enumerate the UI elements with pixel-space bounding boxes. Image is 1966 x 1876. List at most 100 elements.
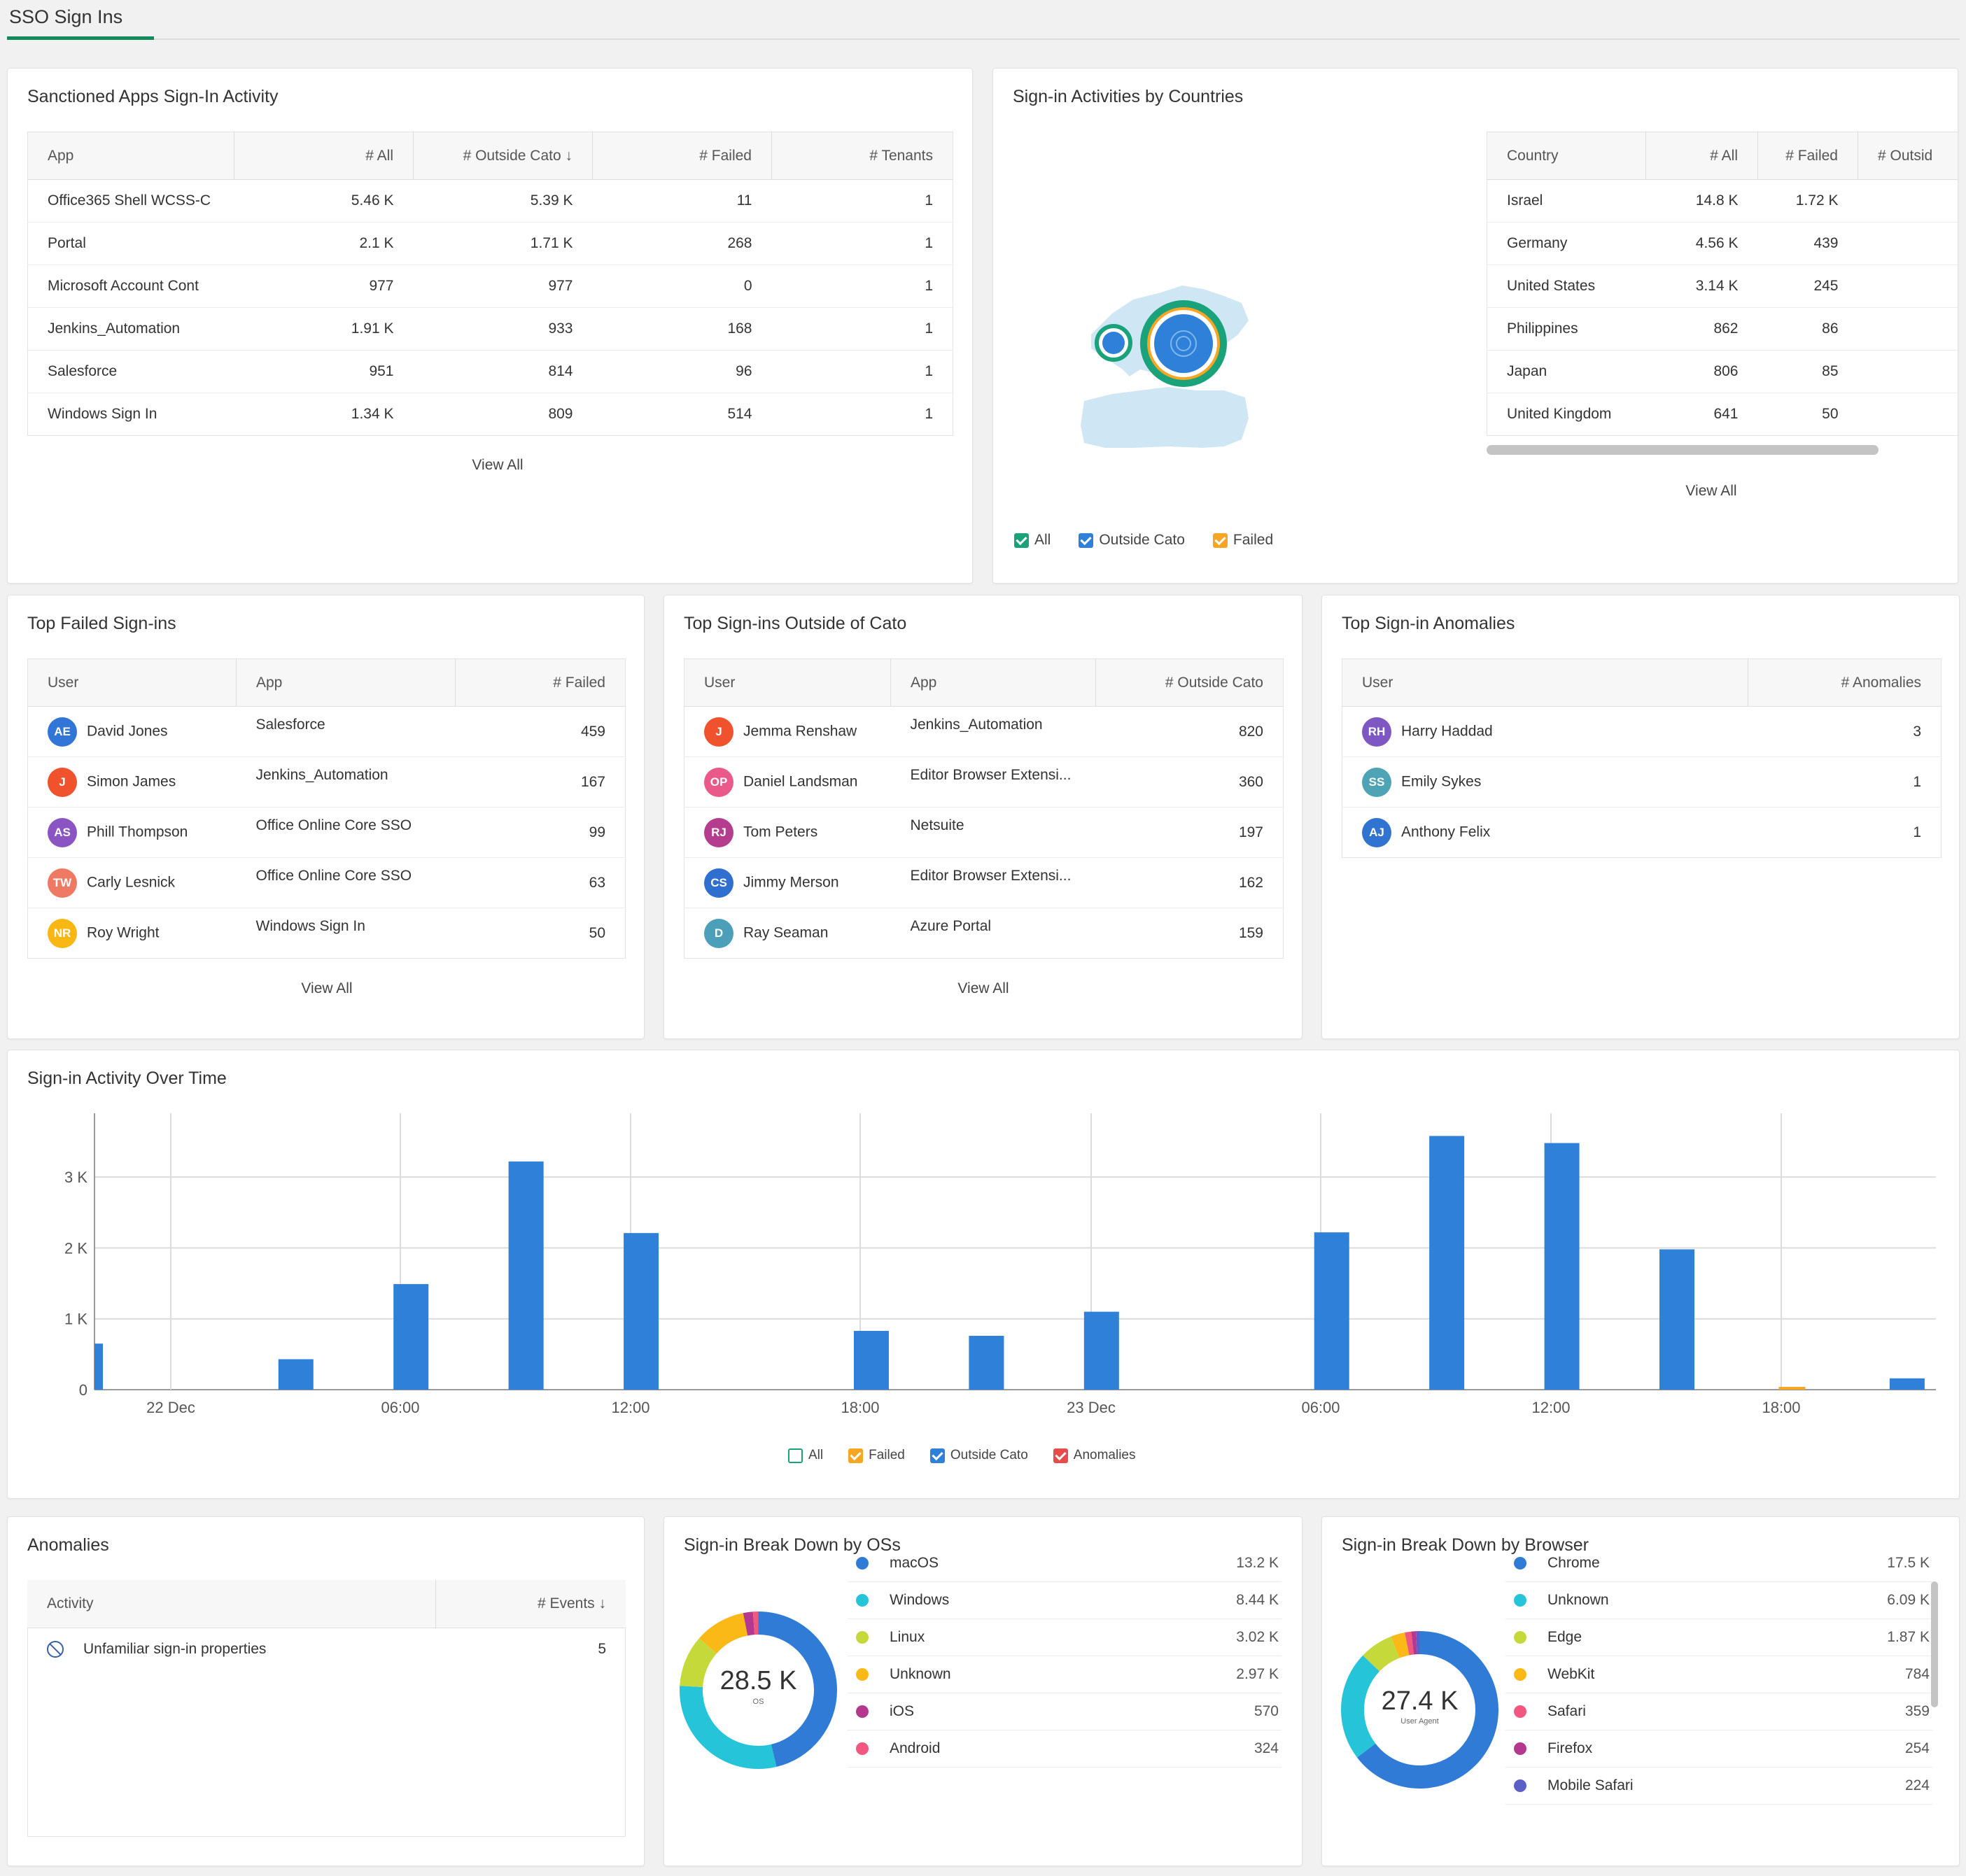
column-header-anomalies[interactable]: # Anomalies [1748, 658, 1942, 707]
legend-outside-cato[interactable]: Outside Cato [929, 1448, 1028, 1463]
tab-sso-sign-ins[interactable]: SSO Sign Ins [7, 4, 154, 40]
checkbox-outside-cato[interactable] [1079, 533, 1094, 548]
table-row[interactable]: United Kingdom 641 50 [1487, 393, 1958, 436]
bar-outside-cato[interactable] [1889, 1378, 1925, 1390]
table-row[interactable]: D Ray Seaman Azure Portal 159 [684, 908, 1284, 959]
checkbox-failed[interactable] [848, 1448, 864, 1463]
column-header-events[interactable]: # Events ↓ [435, 1580, 626, 1628]
bar-outside-cato[interactable] [94, 1343, 103, 1390]
column-header-activity[interactable]: Activity [27, 1580, 436, 1628]
legend-outside-cato[interactable]: Outside Cato [1079, 532, 1185, 549]
legend-row[interactable]: iOS 570 [848, 1693, 1282, 1730]
view-all-link[interactable]: View All [1685, 483, 1737, 499]
legend-failed[interactable]: Failed [1212, 532, 1273, 549]
table-row[interactable]: Windows Sign In 1.34 K 809 514 1 [28, 393, 953, 436]
legend-row[interactable]: Chrome 17.5 K [1505, 1545, 1932, 1582]
legend-row[interactable]: Unknown 6.09 K [1505, 1582, 1932, 1619]
table-row[interactable]: SS Emily Sykes 1 [1342, 756, 1942, 807]
checkbox-anomalies[interactable] [1053, 1448, 1068, 1463]
bar-outside-cato[interactable] [278, 1359, 314, 1390]
column-header-user[interactable]: User [1342, 658, 1748, 707]
table-row[interactable]: Philippines 862 86 [1487, 307, 1958, 351]
column-header-tenants[interactable]: # Tenants [771, 132, 953, 180]
table-row[interactable]: Microsoft Account Cont 977 977 0 1 [27, 265, 953, 308]
bar-outside-cato[interactable] [624, 1233, 659, 1390]
table-cell: 977 [234, 265, 414, 308]
table-row[interactable]: United States 3.14 K 245 [1487, 265, 1958, 308]
view-all-link[interactable]: View All [957, 980, 1009, 996]
legend-row[interactable]: Edge 1.87 K [1505, 1619, 1932, 1656]
table-row[interactable]: J Jemma Renshaw Jenkins_Automation 820 [684, 706, 1284, 757]
world-map[interactable] [1063, 265, 1273, 474]
column-header-app[interactable]: App [236, 658, 456, 707]
bar-outside-cato[interactable] [1429, 1136, 1465, 1390]
table-row[interactable]: Germany 4.56 K 439 [1487, 222, 1958, 265]
bar-outside-cato[interactable] [853, 1330, 889, 1390]
donut-slice-unknown[interactable] [1341, 1631, 1498, 1789]
table-row[interactable]: RJ Tom Peters Netsuite 197 [684, 807, 1284, 858]
column-header-app[interactable]: App [890, 658, 1096, 707]
table-row[interactable]: J Simon James Jenkins_Automation 167 [27, 756, 626, 807]
table-row[interactable]: Salesforce 951 814 96 1 [27, 350, 953, 393]
column-header-app[interactable]: App [27, 132, 234, 180]
bar-outside-cato[interactable] [508, 1161, 544, 1390]
table-row[interactable]: AJ Anthony Felix 1 [1342, 807, 1942, 858]
column-header-country[interactable]: Country [1487, 132, 1646, 180]
table-row[interactable]: TW Carly Lesnick Office Online Core SSO 63 [27, 857, 626, 908]
checkbox-failed[interactable] [1212, 533, 1228, 548]
column-header-outside[interactable]: # Outsid [1858, 132, 1958, 180]
column-header-failed[interactable]: # Failed [1757, 132, 1858, 180]
column-header-user[interactable]: User [684, 658, 891, 707]
bar-outside-cato[interactable] [1083, 1311, 1119, 1390]
bar-failed[interactable] [1778, 1386, 1806, 1390]
checkbox-all[interactable] [1014, 533, 1029, 548]
checkbox-outside-cato[interactable] [929, 1448, 945, 1463]
legend-failed[interactable]: Failed [848, 1448, 905, 1463]
table-row[interactable]: Office365 Shell WCSS-C 5.46 K 5.39 K 11 1 [27, 179, 953, 223]
table-row[interactable]: Portal 2.1 K 1.71 K 268 1 [27, 222, 953, 265]
view-all-link[interactable]: View All [472, 457, 524, 473]
legend-anomalies[interactable]: Anomalies [1053, 1448, 1136, 1463]
legend-row[interactable]: Windows 8.44 K [848, 1582, 1282, 1619]
table-row[interactable]: OP Daniel Landsman Editor Browser Extensi.… [684, 756, 1284, 807]
column-header-all[interactable]: # All [234, 132, 414, 180]
horizontal-scrollbar[interactable] [1487, 445, 1879, 455]
legend-row[interactable]: macOS 13.2 K [848, 1545, 1282, 1582]
legend-row[interactable]: Android 324 [848, 1730, 1282, 1768]
table-row[interactable]: NR Roy Wright Windows Sign In 50 [28, 908, 626, 959]
bar-outside-cato[interactable] [1659, 1249, 1695, 1390]
column-header-failed[interactable]: # Failed [455, 658, 626, 707]
donut-slice-windows[interactable] [680, 1611, 837, 1769]
bar-outside-cato[interactable] [969, 1336, 1004, 1390]
legend-row[interactable]: Mobile Safari 224 [1505, 1768, 1932, 1805]
column-header-outside-cato[interactable]: # Outside Cato [1095, 658, 1284, 707]
table-row[interactable]: RH Harry Haddad 3 [1342, 706, 1942, 757]
table-row[interactable]: Japan 806 85 [1487, 350, 1958, 393]
view-all-link[interactable]: View All [301, 980, 353, 996]
legend-label: Anomalies [1073, 1448, 1136, 1462]
donut-slice-android[interactable] [680, 1611, 837, 1769]
table-row[interactable]: CS Jimmy Merson Editor Browser Extensi... 1… [684, 857, 1284, 908]
legend-row[interactable]: Unknown 2.97 K [848, 1656, 1282, 1693]
bar-outside-cato[interactable] [1544, 1143, 1580, 1390]
column-header-all[interactable]: # All [1645, 132, 1758, 180]
column-header-outside-cato[interactable]: # Outside Cato ↓ [413, 132, 593, 180]
donut-slice-mobile-safari[interactable] [1341, 1631, 1498, 1789]
legend-row[interactable]: Firefox 254 [1505, 1730, 1932, 1768]
table-row[interactable]: Israel 14.8 K 1.72 K [1487, 179, 1958, 223]
bar-outside-cato[interactable] [1314, 1232, 1349, 1390]
legend-row[interactable]: Safari 359 [1505, 1693, 1932, 1730]
legend-all[interactable]: All [1014, 532, 1051, 549]
table-row[interactable]: Jenkins_Automation 1.91 K 933 168 1 [27, 307, 953, 351]
checkbox-all[interactable] [788, 1448, 803, 1463]
table-row[interactable]: AE David Jones Salesforce 459 [27, 706, 626, 757]
bar-outside-cato[interactable] [393, 1284, 429, 1390]
table-row[interactable]: Unfamiliar sign-in properties 5 [27, 1628, 626, 1670]
vertical-scrollbar[interactable] [1931, 1581, 1938, 1707]
table-row[interactable]: AS Phill Thompson Office Online Core SSO 99 [27, 807, 626, 858]
legend-all[interactable]: All [788, 1448, 823, 1463]
legend-row[interactable]: WebKit 784 [1505, 1656, 1932, 1693]
column-header-failed[interactable]: # Failed [592, 132, 772, 180]
legend-row[interactable]: Linux 3.02 K [848, 1619, 1282, 1656]
column-header-user[interactable]: User [27, 658, 237, 707]
